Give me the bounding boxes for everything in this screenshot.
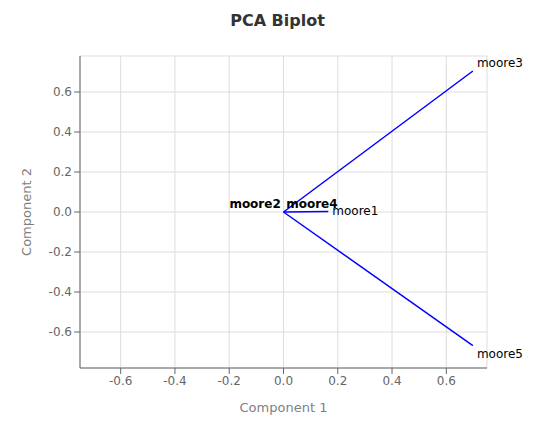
svg-text:0.2: 0.2 (328, 374, 347, 388)
svg-text:-0.2: -0.2 (49, 245, 72, 259)
svg-text:-0.6: -0.6 (109, 374, 132, 388)
svg-text:moore4: moore4 (286, 197, 337, 211)
svg-text:-0.6: -0.6 (49, 325, 72, 339)
svg-text:0.4: 0.4 (53, 125, 72, 139)
svg-text:0.4: 0.4 (382, 374, 401, 388)
svg-text:Component 2: Component 2 (19, 168, 34, 256)
svg-text:moore3: moore3 (477, 56, 523, 70)
svg-text:-0.2: -0.2 (218, 374, 241, 388)
svg-text:0.0: 0.0 (274, 374, 293, 388)
svg-text:moore1: moore1 (332, 204, 378, 218)
svg-text:0.6: 0.6 (53, 85, 72, 99)
svg-text:0.0: 0.0 (53, 205, 72, 219)
svg-text:0.2: 0.2 (53, 165, 72, 179)
svg-text:moore2: moore2 (229, 197, 280, 211)
svg-text:moore5: moore5 (477, 347, 523, 361)
svg-text:Component 1: Component 1 (240, 400, 328, 415)
svg-text:-0.4: -0.4 (163, 374, 186, 388)
html-text:PCA Biplot: PCA Biplot (230, 11, 325, 30)
svg-text:-0.4: -0.4 (49, 285, 72, 299)
svg-text:0.6: 0.6 (437, 374, 456, 388)
